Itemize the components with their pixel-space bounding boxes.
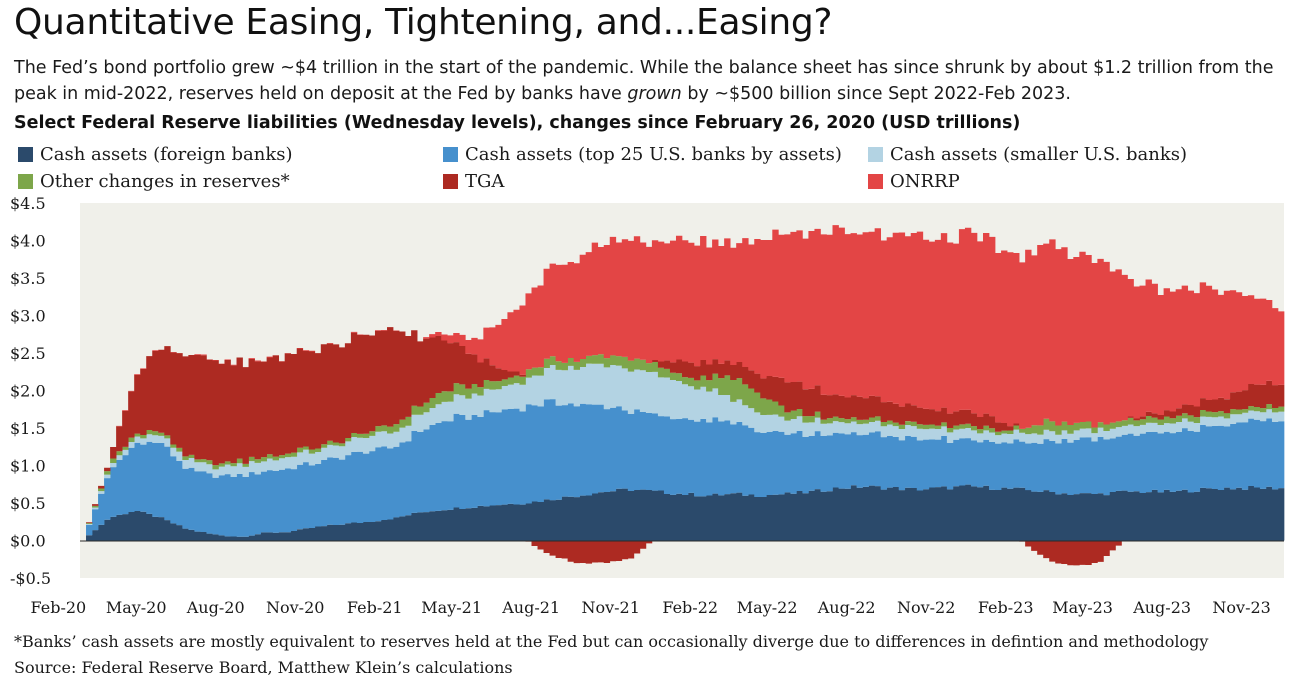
x-tick-label: Feb-22 — [662, 598, 718, 617]
legend-item-smaller: Cash assets (smaller U.S. banks) — [868, 144, 1187, 165]
x-tick-label: Nov-23 — [1212, 598, 1270, 617]
y-tick-label: $1.5 — [10, 419, 46, 438]
stacked-area-chart: $4.5 $4.0 $3.5 $3.0 $2.5 $2.0 $1.5 $1.0 $0.5 $0.0… — [10, 194, 1285, 617]
legend-item-other: Other changes in reserves* — [18, 171, 290, 192]
subtitle-text-1: The Fed’s bond portfolio grew ~$4 trilli… — [14, 58, 1274, 104]
series-areas — [86, 225, 1285, 566]
x-axis: Feb-20 May-20 Aug-20 Nov-20 Feb-21 May-21 Aug-… — [31, 598, 1271, 617]
legend-swatch-onrrp — [868, 174, 883, 189]
legend-item-onrrp: ONRRP — [868, 171, 960, 192]
y-tick-label: $4.0 — [10, 232, 46, 251]
area-smaller — [86, 363, 1285, 525]
x-tick-label: Feb-20 — [31, 598, 87, 617]
legend-swatch-foreign — [18, 147, 33, 162]
chart-heading: Select Federal Reserve liabilities (Wedn… — [14, 113, 1021, 133]
x-tick-label: Aug-21 — [501, 598, 560, 617]
y-tick-label: $4.5 — [10, 194, 46, 213]
legend-label-foreign: Cash assets (foreign banks) — [40, 144, 293, 165]
y-tick-label: $0.5 — [10, 494, 46, 513]
chart-title: Quantitative Easing, Tightening, and...E… — [14, 2, 833, 43]
y-tick-label: -$0.5 — [10, 569, 51, 588]
x-tick-label: May-22 — [737, 598, 798, 617]
y-tick-label: $1.0 — [10, 457, 46, 476]
x-tick-label: Nov-22 — [897, 598, 955, 617]
subtitle-text-2: by ~$500 billion since Sept 2022-Feb 202… — [681, 84, 1071, 104]
footnote-note: *Banks’ cash assets are mostly equivalen… — [14, 632, 1209, 651]
y-axis: $4.5 $4.0 $3.5 $3.0 $2.5 $2.0 $1.5 $1.0 $0.5 $0.0… — [10, 194, 51, 588]
legend-label-tga: TGA — [465, 171, 505, 192]
legend-swatch-smaller — [868, 147, 883, 162]
area-tga — [86, 327, 1285, 566]
x-tick-label: May-21 — [421, 598, 482, 617]
area-foreign — [86, 484, 1285, 541]
y-tick-label: $0.0 — [10, 532, 46, 551]
x-tick-label: Aug-20 — [186, 598, 245, 617]
y-tick-label: $2.5 — [10, 344, 46, 363]
legend-item-foreign: Cash assets (foreign banks) — [18, 144, 293, 165]
legend-label-other: Other changes in reserves* — [40, 171, 290, 192]
footnote-source: Source: Federal Reserve Board, Matthew K… — [14, 658, 513, 677]
x-tick-label: Aug-22 — [817, 598, 876, 617]
chart-subtitle: The Fed’s bond portfolio grew ~$4 trilli… — [14, 55, 1284, 107]
footnote: *Banks’ cash assets are mostly equivalen… — [14, 629, 1289, 681]
legend-label-smaller: Cash assets (smaller U.S. banks) — [890, 144, 1188, 165]
legend-swatch-tga — [443, 174, 458, 189]
legend-label-top25: Cash assets (top 25 U.S. banks by assets… — [465, 144, 842, 165]
legend-item-tga: TGA — [443, 171, 504, 192]
x-tick-label: Feb-23 — [978, 598, 1034, 617]
y-tick-label: $3.0 — [10, 307, 46, 326]
legend-swatch-top25 — [443, 147, 458, 162]
area-top25 — [86, 399, 1285, 537]
legend-swatch-other — [18, 174, 33, 189]
x-tick-label: May-20 — [106, 598, 167, 617]
x-tick-label: Nov-20 — [266, 598, 324, 617]
y-tick-label: $2.0 — [10, 382, 46, 401]
x-tick-label: May-23 — [1052, 598, 1113, 617]
y-tick-label: $3.5 — [10, 269, 46, 288]
x-tick-label: Feb-21 — [347, 598, 403, 617]
x-tick-label: Aug-23 — [1132, 598, 1191, 617]
legend-item-top25: Cash assets (top 25 U.S. banks by assets… — [443, 144, 842, 165]
area-onrrp — [110, 225, 1285, 542]
subtitle-emphasis: grown — [627, 84, 682, 104]
x-tick-label: Nov-21 — [581, 598, 639, 617]
legend-label-onrrp: ONRRP — [890, 171, 960, 192]
